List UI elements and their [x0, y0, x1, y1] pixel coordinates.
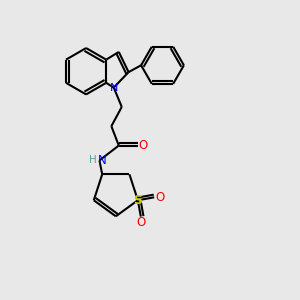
Text: O: O — [139, 139, 148, 152]
Text: H: H — [89, 155, 97, 165]
Text: N: N — [110, 82, 118, 93]
Text: O: O — [136, 216, 146, 229]
Text: S: S — [134, 194, 142, 207]
Text: O: O — [155, 191, 164, 204]
Text: N: N — [98, 154, 107, 167]
